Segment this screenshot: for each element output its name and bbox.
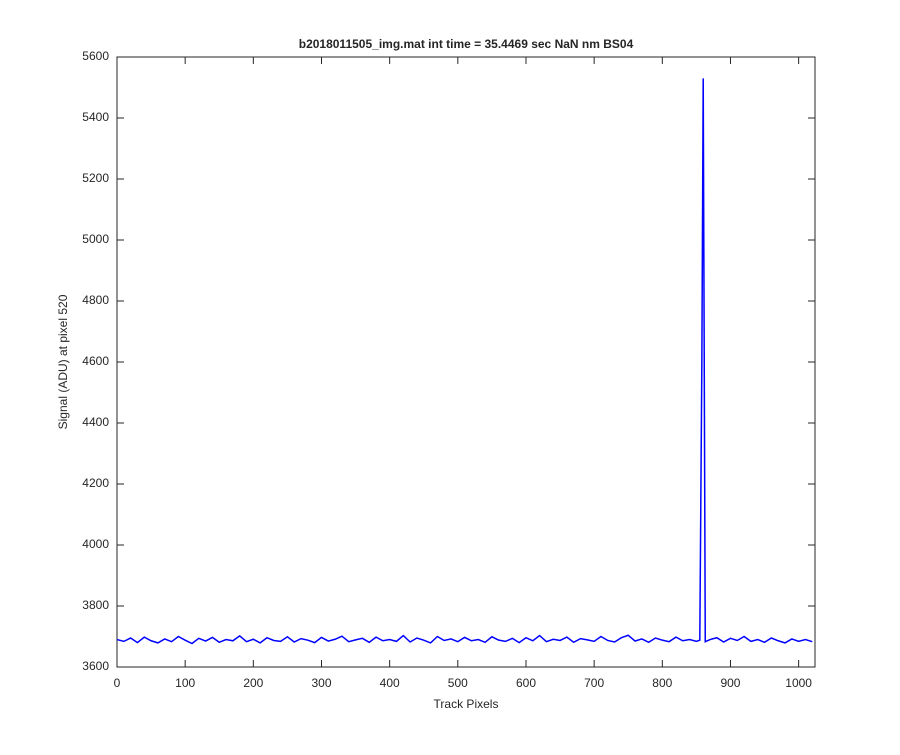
x-tick-label: 400 — [380, 676, 400, 690]
data-line — [116, 78, 813, 645]
y-axis-label: Signal (ADU) at pixel 520 — [56, 294, 70, 429]
y-tick-label: 5000 — [82, 232, 109, 246]
x-tick-label: 500 — [448, 676, 468, 690]
y-tick-label: 4400 — [82, 415, 109, 429]
y-tick-label: 5200 — [82, 171, 109, 185]
y-tick-label: 5600 — [82, 49, 109, 63]
x-tick-label: 900 — [720, 676, 740, 690]
y-tick-label: 4600 — [82, 354, 109, 368]
x-tick-label: 600 — [516, 676, 536, 690]
x-tick-label: 200 — [243, 676, 263, 690]
y-tick-label: 4800 — [82, 293, 109, 307]
y-tick-label: 3800 — [82, 598, 109, 612]
x-tick-label: 700 — [584, 676, 604, 690]
y-tick-label: 5400 — [82, 110, 109, 124]
y-tick-label: 3600 — [82, 659, 109, 673]
y-tick-label: 4200 — [82, 476, 109, 490]
x-tick-label: 0 — [114, 676, 121, 690]
x-tick-label: 100 — [175, 676, 195, 690]
plot-box — [116, 56, 816, 668]
x-tick-label: 800 — [652, 676, 672, 690]
y-tick-label: 4000 — [82, 537, 109, 551]
x-tick-label: 1000 — [785, 676, 812, 690]
x-axis-label: Track Pixels — [434, 697, 499, 711]
chart-title: b2018011505_img.mat int time = 35.4469 s… — [299, 37, 634, 51]
x-tick-label: 300 — [311, 676, 331, 690]
